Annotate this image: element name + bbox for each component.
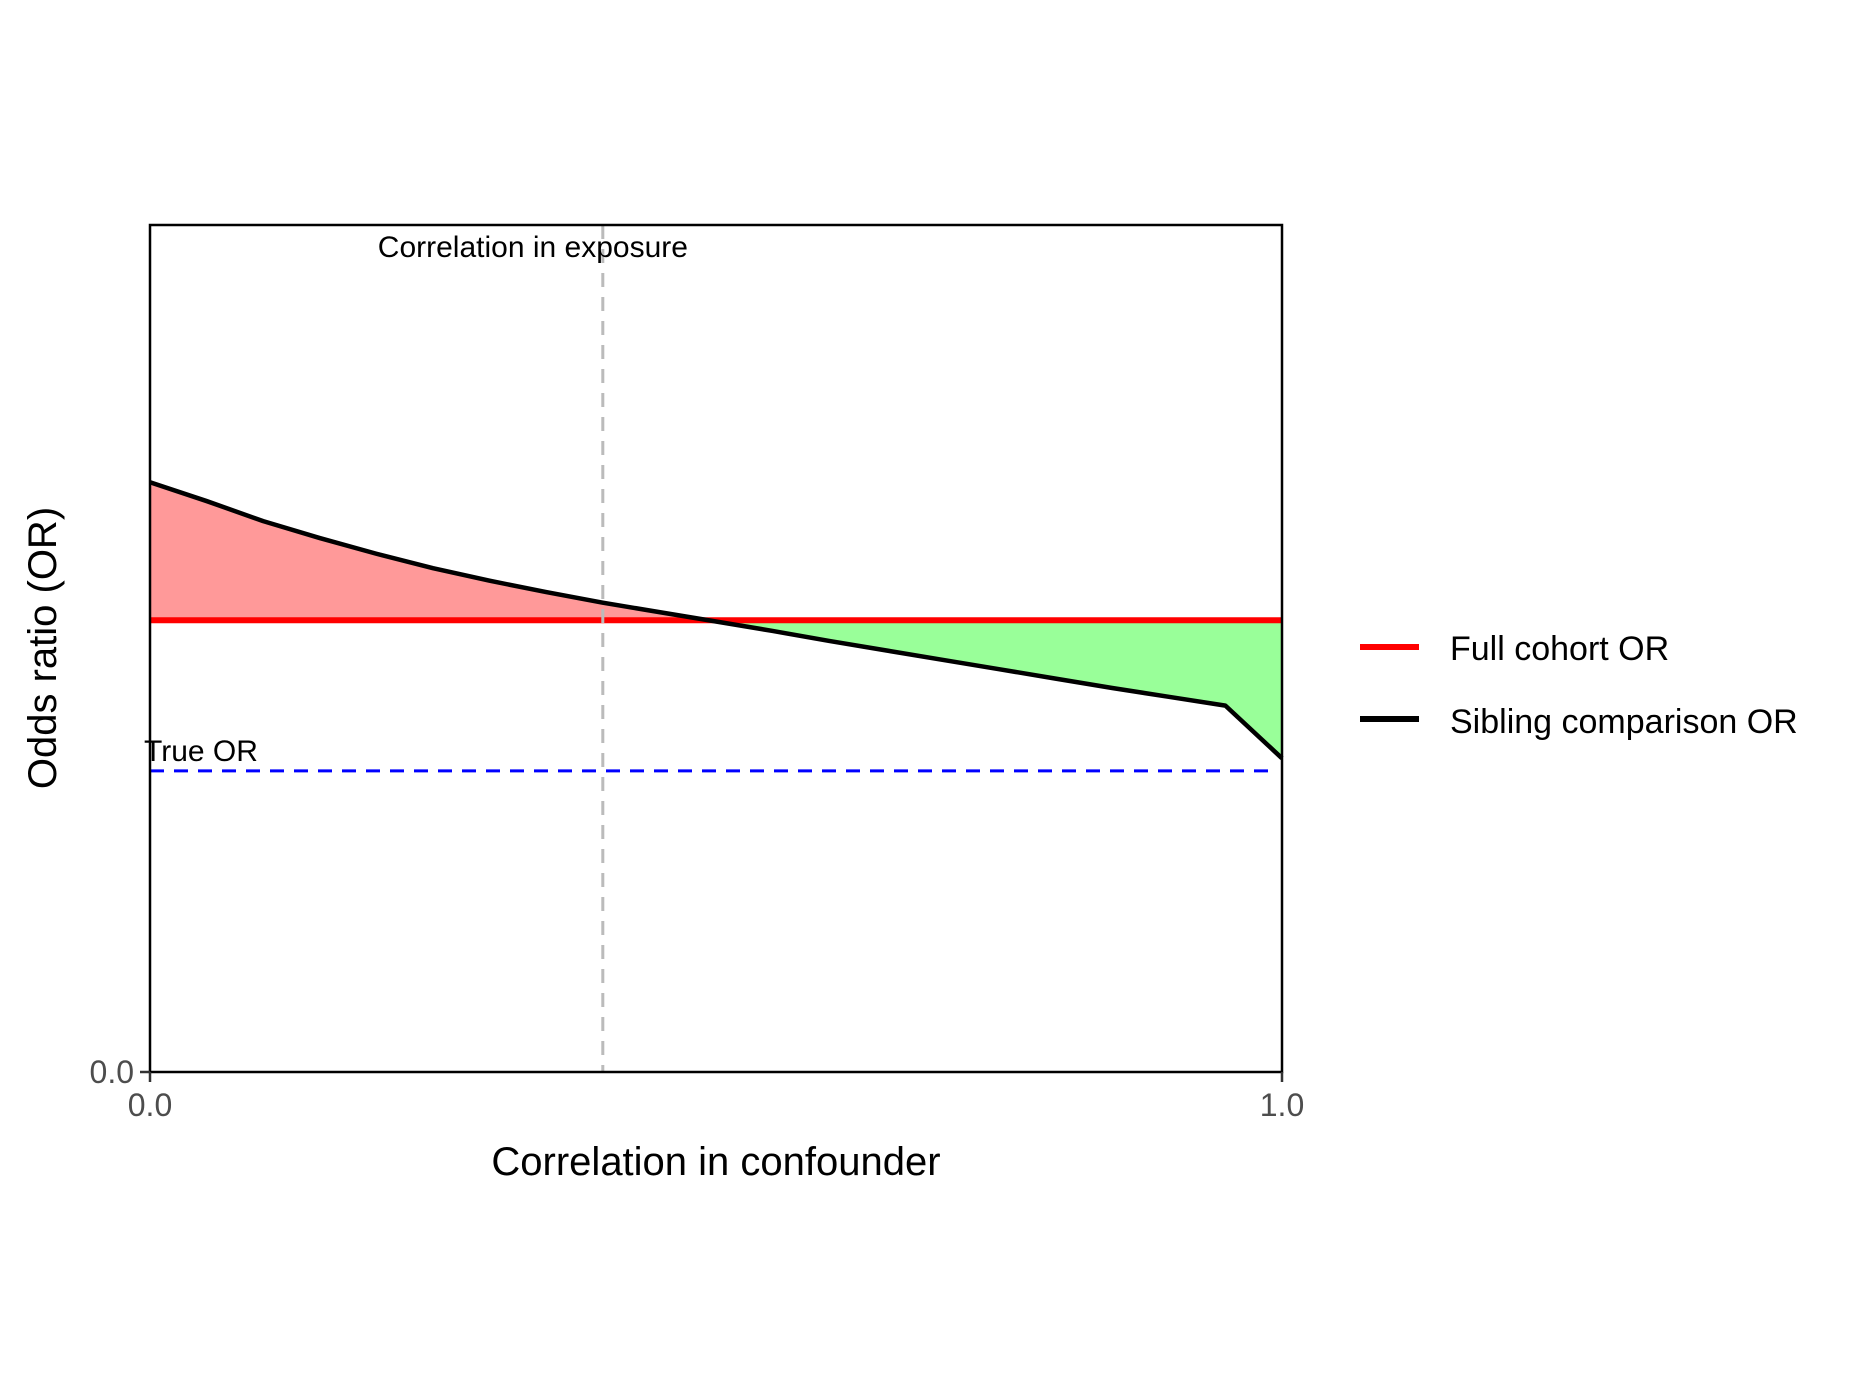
axis-ticks: 0.0 1.0 0.0: [90, 1054, 1305, 1123]
shaded-region-above: [150, 482, 709, 621]
plot-panel-border: [148, 223, 1284, 1074]
x-tick-label: 1.0: [1260, 1087, 1304, 1123]
legend-label-sibling-comparison: Sibling comparison OR: [1450, 703, 1798, 741]
x-tick-label: 0.0: [128, 1087, 172, 1123]
y-axis-title: Odds ratio (OR): [21, 507, 65, 789]
shaded-region-below: [708, 620, 1282, 759]
legend-label-full-cohort: Full cohort OR: [1450, 630, 1669, 668]
y-tick-label: 0.0: [90, 1054, 134, 1090]
series-line-sibling-comparison: [149, 480, 1284, 760]
true-or-label: True OR: [144, 735, 258, 768]
annotations: Correlation in exposure True OR: [144, 225, 1270, 1072]
series-lines: [149, 480, 1284, 760]
shaded-regions: [150, 482, 1282, 759]
exposure-correlation-label: Correlation in exposure: [378, 231, 688, 264]
x-axis-title: Correlation in confounder: [491, 1140, 940, 1184]
legend: Full cohort OR Sibling comparison OR: [1360, 630, 1798, 741]
